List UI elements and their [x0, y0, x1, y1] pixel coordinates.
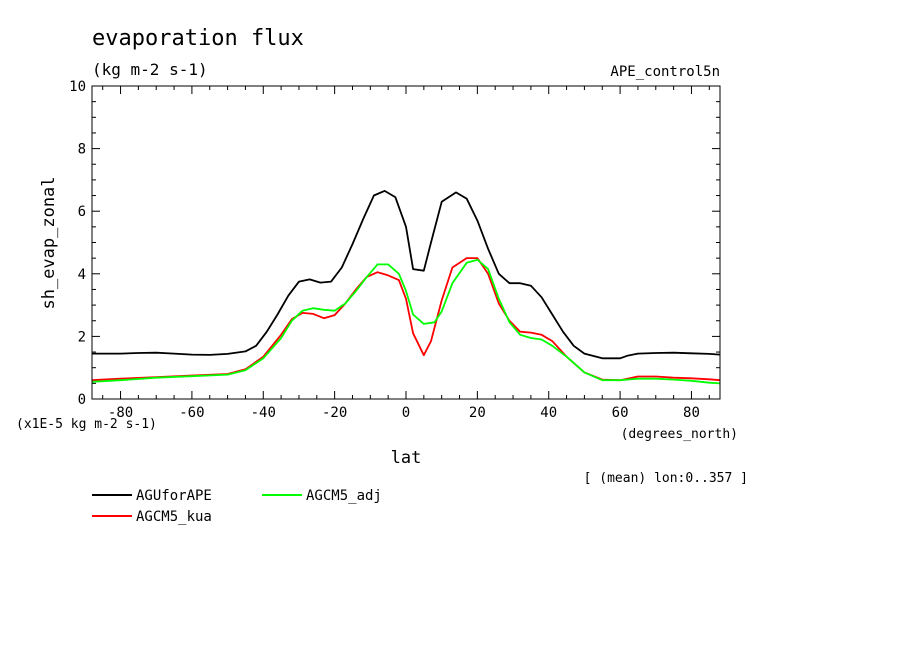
- plot-frame: [91, 85, 721, 400]
- y-tick-label: 8: [78, 142, 86, 158]
- axis-ticks: [92, 85, 720, 400]
- x-tick-label: 20: [469, 405, 486, 421]
- legend-label-aguforape: AGUforAPE: [136, 488, 212, 504]
- chart-subtitle: (kg m-2 s-1): [92, 60, 208, 79]
- y-tick-label: 6: [78, 204, 86, 220]
- y-tick-label: 0: [78, 392, 86, 408]
- x-tick-label: -20: [322, 405, 347, 421]
- x-axis-label: lat: [391, 448, 422, 468]
- y-tick-label: 10: [69, 79, 86, 95]
- y-tick-label: 2: [78, 329, 86, 345]
- legend-label-agcm5-kua: AGCM5_kua: [136, 509, 212, 525]
- x-tick-label: 80: [683, 405, 700, 421]
- footnote: [ (mean) lon:0..357 ]: [584, 471, 748, 486]
- x-units-label: (degrees_north): [621, 427, 738, 442]
- legend-label-agcm5-adj: AGCM5_adj: [306, 488, 382, 504]
- series-line-agcm5-kua: [91, 257, 721, 382]
- x-tick-label: 60: [612, 405, 629, 421]
- y-scale-note: (x1E-5 kg m-2 s-1): [16, 417, 157, 432]
- x-tick-label: -60: [179, 405, 204, 421]
- run-label: APE_control5n: [610, 64, 720, 80]
- x-tick-label: -40: [251, 405, 276, 421]
- chart-title: evaporation flux: [92, 26, 304, 51]
- legend: AGUforAPE AGCM5_kua AGCM5_adj: [92, 488, 382, 525]
- y-tick-label: 4: [78, 267, 86, 283]
- x-tick-label: 0: [402, 405, 410, 421]
- x-tick-label: 40: [540, 405, 557, 421]
- series-lines: [91, 189, 721, 385]
- x-tick-label: -80: [108, 405, 133, 421]
- y-axis-label: sh_evap_zonal: [39, 176, 59, 309]
- axis-tick-labels: -80 -60 -40 -20 0 20 40 60 80 0 2 4 6 8 10: [69, 79, 700, 421]
- series-line-agcm5-adj: [91, 258, 721, 385]
- series-line-aguforape: [92, 189, 721, 360]
